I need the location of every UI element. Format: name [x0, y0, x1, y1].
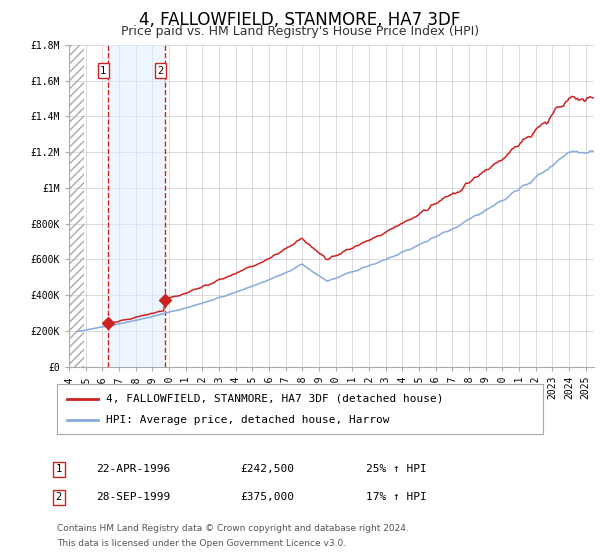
Text: HPI: Average price, detached house, Harrow: HPI: Average price, detached house, Harr…: [106, 415, 389, 425]
Bar: [69, 45, 85, 367]
Text: 1: 1: [100, 66, 106, 76]
Bar: [107, 45, 165, 367]
Text: This data is licensed under the Open Government Licence v3.0.: This data is licensed under the Open Gov…: [57, 539, 346, 548]
Text: Contains HM Land Registry data © Crown copyright and database right 2024.: Contains HM Land Registry data © Crown c…: [57, 524, 409, 533]
Text: 25% ↑ HPI: 25% ↑ HPI: [366, 464, 427, 474]
Text: 28-SEP-1999: 28-SEP-1999: [96, 492, 170, 502]
Text: 17% ↑ HPI: 17% ↑ HPI: [366, 492, 427, 502]
Text: 2: 2: [158, 66, 164, 76]
Text: £375,000: £375,000: [240, 492, 294, 502]
Text: Price paid vs. HM Land Registry's House Price Index (HPI): Price paid vs. HM Land Registry's House …: [121, 25, 479, 38]
Text: 22-APR-1996: 22-APR-1996: [96, 464, 170, 474]
Text: £242,500: £242,500: [240, 464, 294, 474]
Text: 2: 2: [56, 492, 62, 502]
Text: 1: 1: [56, 464, 62, 474]
Text: 4, FALLOWFIELD, STANMORE, HA7 3DF (detached house): 4, FALLOWFIELD, STANMORE, HA7 3DF (detac…: [106, 394, 443, 404]
Text: 4, FALLOWFIELD, STANMORE, HA7 3DF: 4, FALLOWFIELD, STANMORE, HA7 3DF: [139, 11, 461, 29]
